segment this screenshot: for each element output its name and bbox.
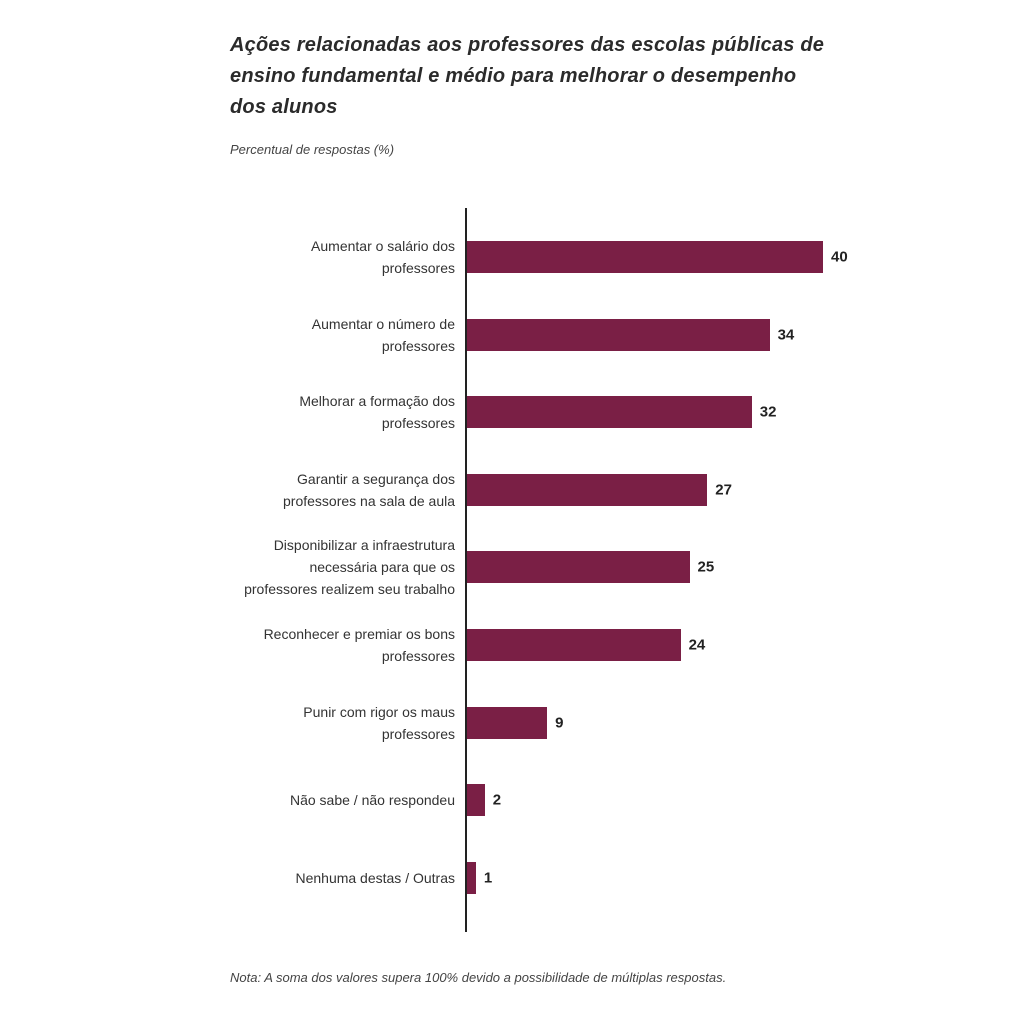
category-label: Garantir a segurança dos professores na … <box>283 470 455 509</box>
category-label: Nenhuma destas / Outras <box>295 869 455 886</box>
value-label: 25 <box>697 558 715 576</box>
value-label: 9 <box>555 714 564 732</box>
chart-title: Ações relacionadas aos professores das e… <box>230 34 825 118</box>
bar <box>467 784 485 817</box>
value-label: 24 <box>688 636 706 654</box>
value-label: 32 <box>759 403 777 421</box>
bar <box>467 396 752 429</box>
category-axis <box>465 208 467 932</box>
bar <box>467 861 476 894</box>
value-label: 34 <box>777 326 795 344</box>
value-label: 2 <box>492 791 502 809</box>
bar <box>467 706 548 739</box>
bar <box>467 551 690 584</box>
category-label: Reconhecer e premiar os bons professores <box>263 626 455 664</box>
chart-subtitle: Percentual de respostas (%) <box>230 142 395 157</box>
category-label: Disponibilizar a infraestrutura necessár… <box>244 537 455 598</box>
category-label: Punir com rigor os maus professores <box>303 703 455 742</box>
bar <box>467 241 823 273</box>
category-label: Aumentar o número de professores <box>311 315 455 354</box>
value-label: 1 <box>483 869 493 887</box>
bar <box>467 473 708 506</box>
category-label: Aumentar o salário dos professores <box>311 238 455 276</box>
bar <box>467 629 681 661</box>
category-label: Melhorar a formação dos professores <box>299 393 455 432</box>
category-label: Não sabe / não respondeu <box>289 792 455 809</box>
value-label: 40 <box>831 248 848 266</box>
chart-note: Nota: A soma dos valores supera 100% dev… <box>230 970 727 985</box>
value-label: 27 <box>715 481 732 499</box>
bar <box>467 318 770 351</box>
